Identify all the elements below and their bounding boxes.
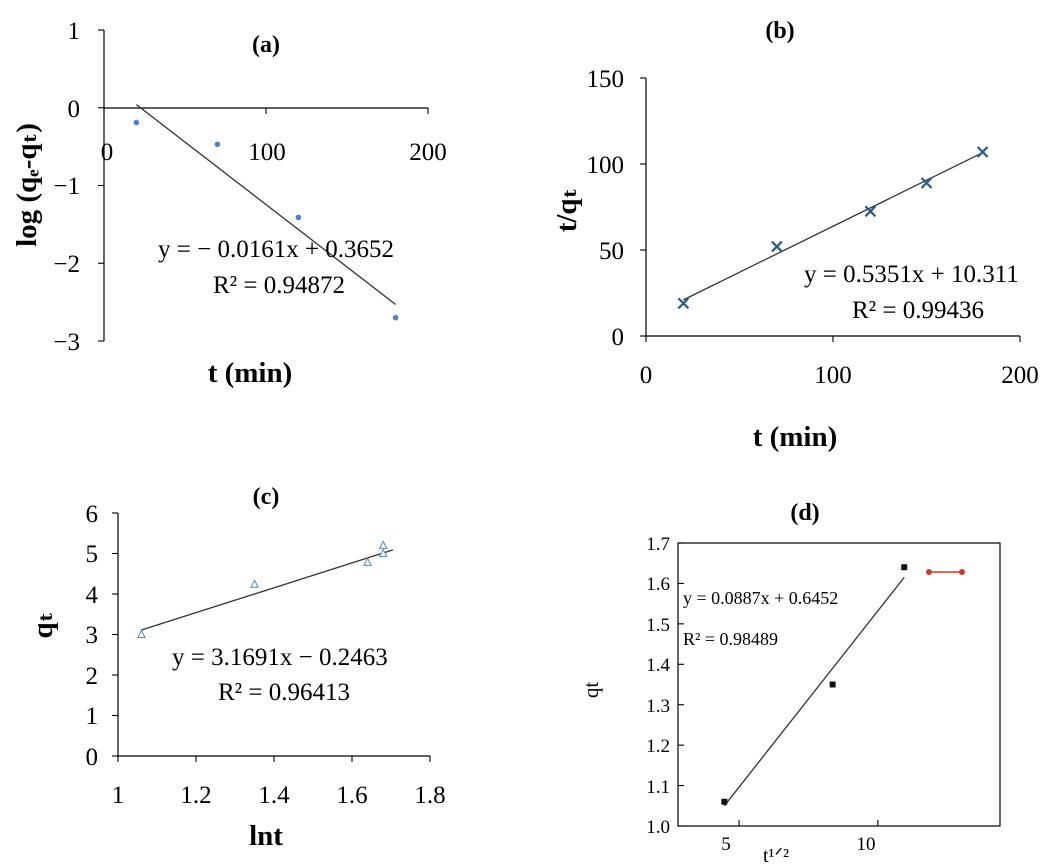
panel-a-title: (a)	[252, 32, 280, 58]
panel-a-equation: y = − 0.0161x + 0.3652	[158, 236, 394, 263]
panel-b-trendline	[683, 152, 983, 301]
panel-d-title: (d)	[790, 500, 819, 526]
panel-b-point-3	[864, 205, 877, 218]
panel-d-x-label: t¹ᐟ²	[763, 845, 789, 867]
panel-a-trendline	[136, 104, 396, 305]
panel-b-ytick-150: 150	[587, 66, 625, 93]
panel-d-ytick-1-7: 1.7	[646, 534, 670, 555]
panel-b-equation: y = 0.5351x + 10.311	[804, 261, 1019, 288]
panel-d-ytick-1-5: 1.5	[646, 615, 670, 636]
panel-b-y-label: t/qₜ	[551, 188, 583, 233]
panel-b-title: (b)	[765, 18, 794, 44]
panel-a-chart: (a) 1 0 −1 −2 −3 0 100 200 t (min) log (…	[11, 18, 447, 389]
panel-c-points	[136, 540, 388, 638]
panel-c-x-label: lnt	[249, 820, 283, 852]
panel-b-chart: (b) 150 100 50 0 0 100 200 t (min) t/qₜ …	[551, 18, 1039, 453]
panel-c-ytick-5: 5	[86, 541, 99, 568]
panel-c-equation: y = 3.1691x − 0.2463	[172, 644, 388, 671]
panel-c-trendline	[141, 549, 394, 631]
panel-c-point-5	[378, 548, 388, 557]
panel-c-point-3	[363, 557, 373, 566]
panel-a-y-label: log (qₑ-qₜ)	[11, 123, 43, 247]
panel-d-ytick-1-2: 1.2	[646, 736, 670, 757]
panel-b-xtick-200: 200	[1001, 362, 1039, 389]
panel-d-ytick-1-0: 1.0	[646, 817, 670, 838]
panel-c-ytick-4: 4	[86, 582, 99, 609]
panel-a-point-1	[133, 119, 140, 126]
panel-c-ytick-1: 1	[86, 703, 99, 730]
panel-a-tick-marks	[98, 29, 429, 342]
panel-b-point-1	[677, 297, 690, 310]
panel-c-point-2	[250, 579, 259, 588]
panel-a-ytick-1: 1	[68, 18, 81, 45]
panel-d-y-label: qt	[579, 682, 603, 699]
panel-b-point-2	[771, 240, 783, 253]
panel-c-title: (c)	[253, 484, 280, 510]
panel-d-xtick-5: 5	[721, 834, 731, 855]
panel-c-point-1	[136, 629, 146, 638]
panel-a-point-2	[214, 141, 221, 148]
panel-a-xtick-200: 200	[409, 139, 447, 166]
panel-d-legend-sample	[926, 569, 965, 575]
panel-c-ytick-0: 0	[86, 744, 99, 771]
panel-d-legend-dot-right	[959, 569, 965, 575]
panel-a-ytick-0: 0	[68, 96, 81, 123]
panel-d-chart: (d) 1.7 1.6 1.5 1.4 1.3 1.2 1.1 1.0 5 10…	[579, 500, 1001, 867]
panel-d-ytick-1-6: 1.6	[646, 574, 670, 595]
panel-a-ytick-m3: −3	[53, 329, 80, 356]
panel-b-point-5	[976, 146, 989, 158]
panel-d-frame	[677, 542, 1001, 827]
panel-a-point-3	[295, 214, 302, 221]
panel-a-x-label: t (min)	[208, 357, 293, 389]
panel-b-xtick-100: 100	[814, 362, 852, 389]
panel-d-trendline	[723, 576, 905, 807]
panel-c-xtick-1-4: 1.4	[258, 782, 290, 809]
panel-c-chart: (c) 6 5 4 3 2 1 0 1 1.2 1.4 1.6 1.8 lnt …	[27, 484, 446, 852]
panel-d-equation: y = 0.0887x + 0.6452	[683, 588, 838, 608]
panel-b-tick-marks	[640, 77, 1021, 342]
panel-b-point-4	[920, 177, 933, 189]
panel-d-ytick-1-1: 1.1	[646, 777, 670, 798]
panel-d-ytick-1-3: 1.3	[646, 696, 670, 717]
panel-c-r2: R² = 0.96413	[218, 679, 350, 706]
panel-a-r2: R² = 0.94872	[213, 272, 345, 299]
panel-b-ytick-50: 50	[599, 238, 624, 265]
panel-b-ytick-0: 0	[612, 324, 625, 351]
panel-d-point-3	[901, 564, 908, 571]
panel-a-ytick-m1: −1	[53, 173, 80, 200]
panel-c-xtick-1-2: 1.2	[180, 782, 211, 809]
panel-d-points	[721, 564, 908, 805]
panel-d-point-1	[721, 798, 728, 805]
panel-a-point-4	[392, 314, 399, 321]
panel-c-xtick-1-8: 1.8	[414, 782, 445, 809]
panel-a-ytick-m2: −2	[53, 251, 80, 278]
panel-b-x-label: t (min)	[753, 421, 838, 453]
panel-c-point-4	[378, 540, 388, 549]
panel-b-r2: R² = 0.99436	[852, 297, 984, 324]
panel-d-xtick-10: 10	[857, 834, 876, 855]
panel-c-xtick-1-6: 1.6	[336, 782, 367, 809]
panel-c-ytick-2: 2	[86, 663, 99, 690]
panel-c-ytick-6: 6	[86, 501, 99, 528]
panel-d-r2: R² = 0.98489	[683, 629, 778, 649]
panel-a-points	[133, 119, 399, 321]
panel-b-xtick-0: 0	[640, 362, 653, 389]
panel-d-tick-marks	[678, 542, 879, 827]
panel-b-ytick-100: 100	[587, 152, 625, 179]
panel-c-ytick-3: 3	[86, 622, 99, 649]
panel-a-xtick-0: 0	[101, 139, 114, 166]
panel-c-tick-marks	[112, 512, 431, 762]
panel-c-xtick-1: 1	[112, 782, 125, 809]
panel-a-xtick-100: 100	[248, 139, 286, 166]
panel-c-y-label: qₜ	[27, 612, 59, 639]
panel-d-legend-dot-left	[926, 569, 932, 575]
panel-d-ytick-1-4: 1.4	[646, 655, 670, 676]
panel-b-points	[677, 146, 989, 310]
panel-d-point-2	[829, 681, 836, 688]
